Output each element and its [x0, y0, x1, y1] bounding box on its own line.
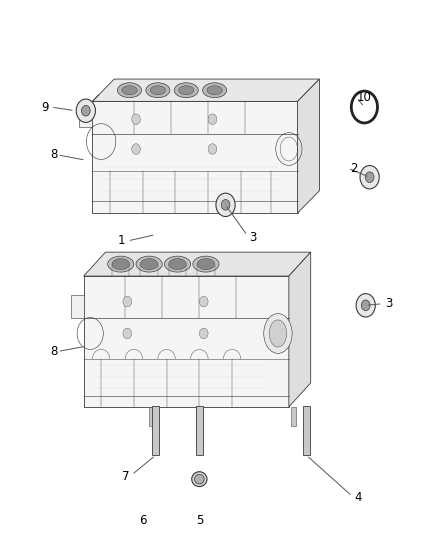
Circle shape: [208, 144, 217, 155]
Circle shape: [356, 294, 375, 317]
Text: 9: 9: [41, 101, 49, 114]
Polygon shape: [92, 79, 319, 101]
Text: 5: 5: [196, 514, 203, 527]
Polygon shape: [149, 407, 154, 426]
Ellipse shape: [164, 256, 191, 272]
Ellipse shape: [117, 83, 141, 98]
Ellipse shape: [136, 256, 162, 272]
Text: 3: 3: [250, 231, 257, 244]
Polygon shape: [79, 104, 92, 127]
Polygon shape: [152, 406, 159, 455]
Circle shape: [365, 172, 374, 182]
Ellipse shape: [179, 86, 194, 95]
Circle shape: [221, 199, 230, 210]
Text: 3: 3: [385, 297, 392, 310]
Circle shape: [123, 328, 132, 339]
Ellipse shape: [193, 256, 219, 272]
Ellipse shape: [141, 259, 158, 270]
Circle shape: [132, 114, 141, 125]
Ellipse shape: [197, 259, 215, 270]
Ellipse shape: [192, 472, 207, 487]
Circle shape: [76, 99, 95, 123]
Ellipse shape: [112, 259, 130, 270]
Text: 4: 4: [354, 491, 362, 504]
Ellipse shape: [169, 259, 186, 270]
Polygon shape: [196, 406, 203, 455]
Ellipse shape: [203, 83, 226, 98]
Text: 7: 7: [122, 470, 130, 483]
Polygon shape: [197, 407, 202, 426]
Polygon shape: [84, 252, 311, 276]
Polygon shape: [289, 252, 311, 407]
Circle shape: [199, 296, 208, 307]
Ellipse shape: [174, 83, 198, 98]
Ellipse shape: [146, 83, 170, 98]
Circle shape: [360, 165, 379, 189]
Circle shape: [132, 144, 141, 155]
Ellipse shape: [269, 320, 287, 347]
Ellipse shape: [207, 86, 222, 95]
Circle shape: [81, 106, 90, 116]
Polygon shape: [92, 101, 297, 213]
Polygon shape: [303, 406, 310, 455]
Ellipse shape: [264, 313, 292, 353]
Circle shape: [199, 328, 208, 339]
Text: 1: 1: [118, 235, 125, 247]
Circle shape: [216, 193, 235, 216]
Ellipse shape: [108, 256, 134, 272]
Polygon shape: [290, 407, 296, 426]
Text: 8: 8: [50, 345, 57, 358]
Polygon shape: [84, 276, 289, 407]
Circle shape: [208, 114, 217, 125]
Polygon shape: [71, 295, 84, 318]
Polygon shape: [297, 79, 319, 213]
Ellipse shape: [194, 474, 204, 484]
Text: 8: 8: [50, 148, 57, 161]
Ellipse shape: [122, 86, 137, 95]
Text: 6: 6: [139, 514, 146, 527]
Circle shape: [123, 296, 132, 307]
Ellipse shape: [150, 86, 166, 95]
Text: 2: 2: [350, 161, 357, 175]
Circle shape: [361, 300, 370, 311]
Text: 10: 10: [357, 91, 371, 104]
